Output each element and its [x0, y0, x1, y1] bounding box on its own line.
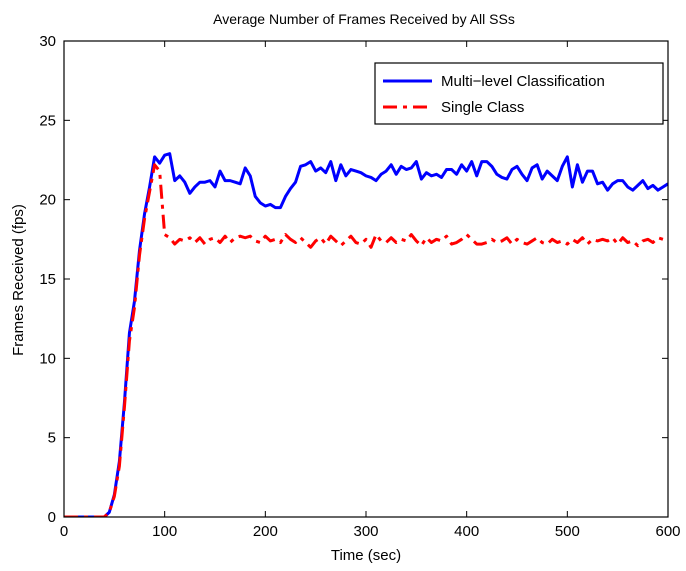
y-tick-label: 25: [39, 112, 56, 129]
series-group: [64, 152, 668, 517]
series-line-1: [64, 163, 668, 517]
y-tick-label: 5: [48, 430, 56, 447]
y-tick-label: 0: [48, 509, 56, 526]
x-tick-label: 200: [253, 523, 278, 540]
series-line-0: [64, 152, 668, 517]
y-tick-label: 10: [39, 350, 56, 367]
chart-title: Average Number of Frames Received by All…: [213, 11, 515, 27]
legend-label-1: Single Class: [441, 99, 524, 116]
x-tick-label: 0: [60, 523, 68, 540]
x-tick-label: 300: [353, 523, 378, 540]
x-tick-label: 100: [152, 523, 177, 540]
y-tick-label: 30: [39, 33, 56, 50]
x-axis-label: Time (sec): [331, 547, 401, 564]
x-tick-label: 600: [655, 523, 680, 540]
y-tick-label: 20: [39, 192, 56, 209]
y-tick-label: 15: [39, 271, 56, 288]
legend-box: [374, 62, 664, 125]
legend: Multi−level Classification Single Class: [374, 62, 664, 125]
plot-area: 0 100 200 300 400 500 600 0 5 10 15 20 25 30: [39, 33, 680, 540]
y-axis-label: Frames Received (fps): [10, 204, 27, 356]
x-tick-label: 500: [555, 523, 580, 540]
legend-label-0: Multi−level Classification: [441, 73, 605, 90]
x-tick-label: 400: [454, 523, 479, 540]
